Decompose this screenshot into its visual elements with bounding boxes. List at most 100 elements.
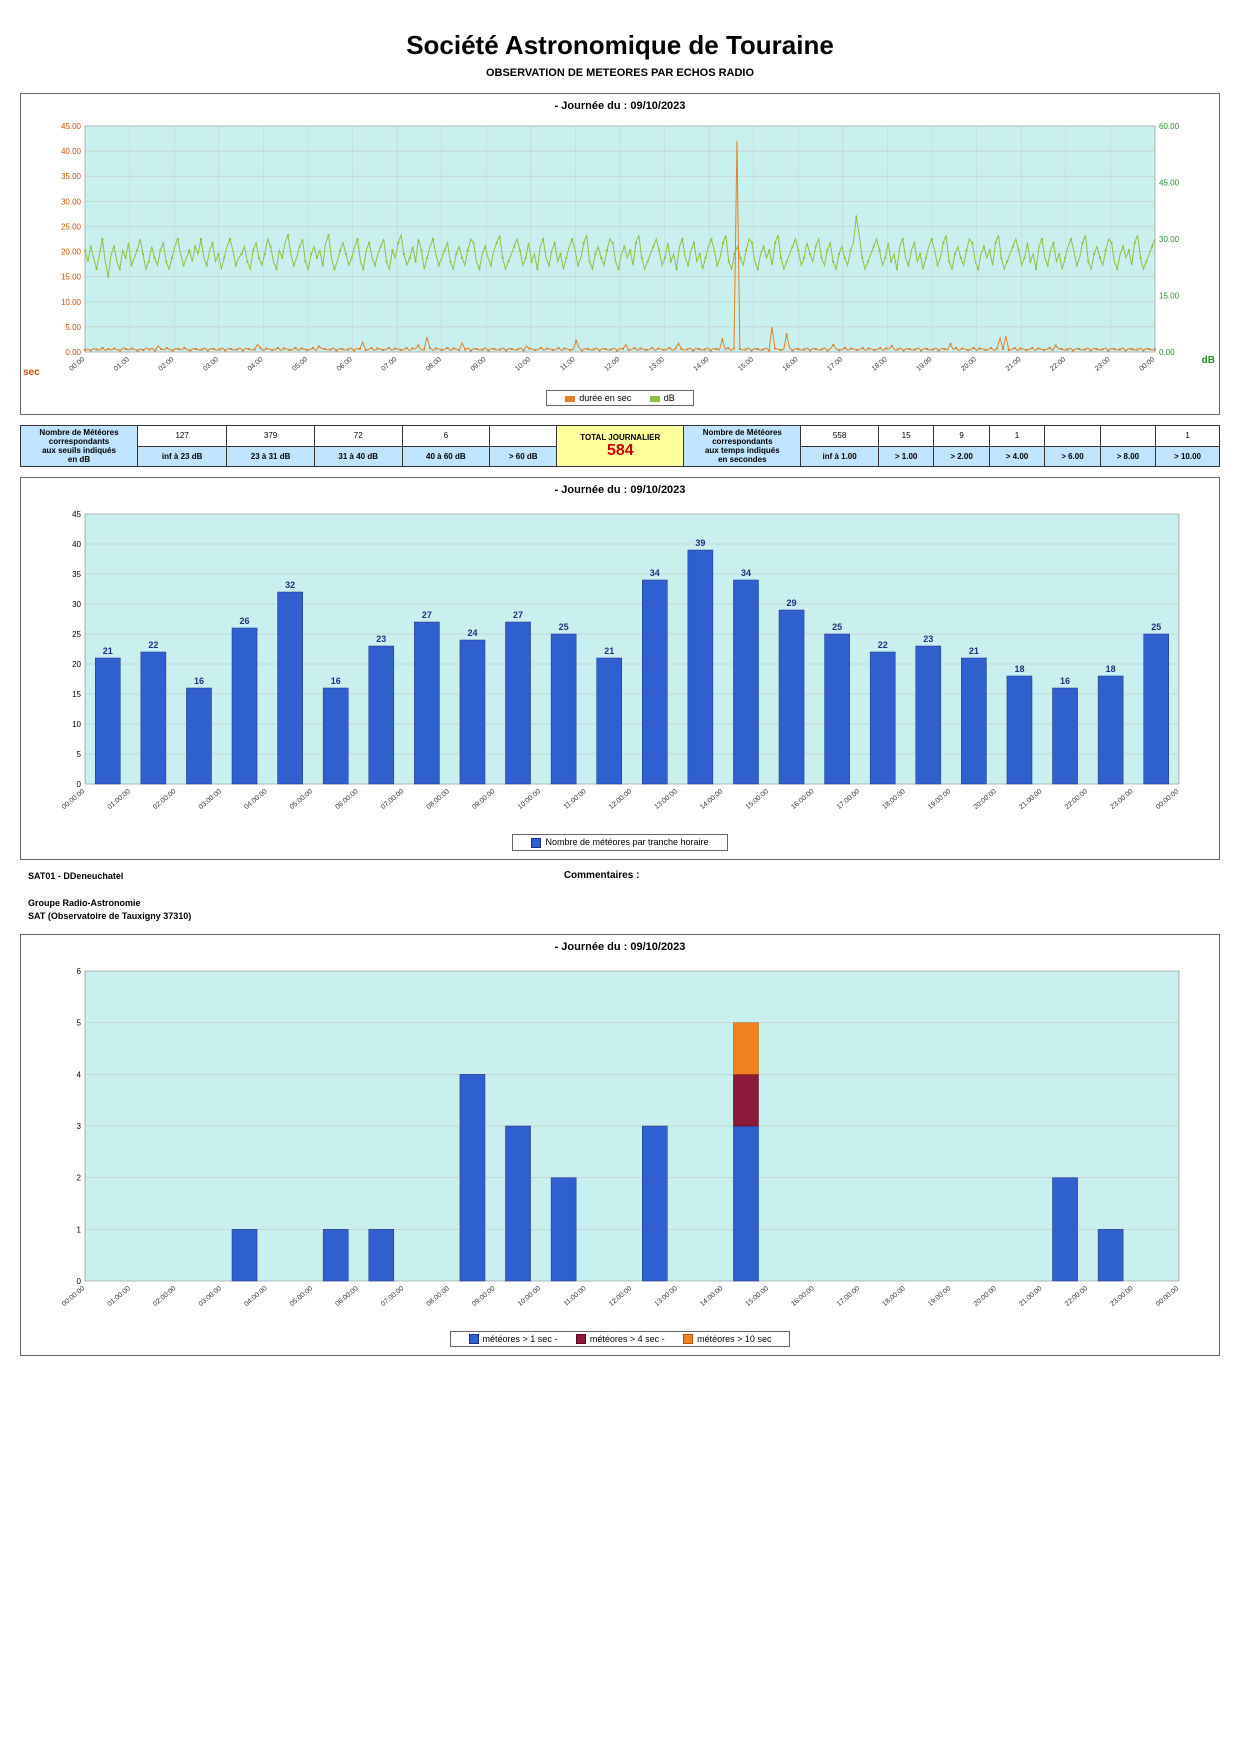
svg-text:00:00:00: 00:00:00: [1155, 788, 1180, 811]
svg-text:23:00:00: 23:00:00: [1109, 1285, 1134, 1308]
svg-text:25: 25: [1151, 622, 1161, 632]
svg-text:25: 25: [832, 622, 842, 632]
svg-text:45.00: 45.00: [61, 122, 82, 131]
svg-text:19:00:00: 19:00:00: [927, 788, 952, 811]
svg-text:04:00: 04:00: [247, 356, 265, 373]
svg-text:14:00:00: 14:00:00: [699, 788, 724, 811]
page-subtitle: OBSERVATION DE METEORES PAR ECHOS RADIO: [20, 67, 1220, 79]
svg-text:05:00:00: 05:00:00: [289, 788, 314, 811]
svg-text:0: 0: [77, 780, 82, 789]
svg-text:16: 16: [194, 676, 204, 686]
svg-text:22:00: 22:00: [1049, 356, 1067, 373]
db-lbl-3: 40 à 60 dB: [402, 446, 490, 467]
svg-text:20:00: 20:00: [960, 356, 978, 373]
svg-text:23:00: 23:00: [1094, 356, 1112, 373]
svg-text:11:00: 11:00: [559, 356, 577, 372]
svg-text:32: 32: [285, 580, 295, 590]
svg-text:23: 23: [923, 634, 933, 644]
svg-text:08:00: 08:00: [425, 356, 443, 373]
svg-text:5: 5: [77, 750, 82, 759]
svg-text:05:00: 05:00: [291, 356, 309, 373]
svg-text:02:00: 02:00: [158, 356, 176, 373]
sec-lbl-3: > 4.00: [989, 446, 1044, 467]
sec-lbl-2: > 2.00: [934, 446, 989, 467]
sec-val-5: [1100, 426, 1155, 447]
svg-text:22: 22: [148, 640, 158, 650]
svg-text:16: 16: [331, 676, 341, 686]
svg-text:20:00:00: 20:00:00: [973, 1285, 998, 1308]
svg-text:11:00:00: 11:00:00: [563, 788, 588, 811]
svg-text:0: 0: [77, 1277, 82, 1286]
svg-text:24: 24: [467, 628, 477, 638]
svg-text:18:00:00: 18:00:00: [881, 1285, 906, 1308]
svg-text:00:00:00: 00:00:00: [1155, 1285, 1180, 1308]
footer-left: SAT01 - DDeneuchatel Groupe Radio-Astron…: [28, 870, 191, 924]
svg-text:03:00: 03:00: [202, 356, 220, 373]
sec-lbl-5: > 8.00: [1100, 446, 1155, 467]
svg-text:40: 40: [72, 540, 81, 549]
svg-text:14:00:00: 14:00:00: [699, 1285, 724, 1308]
svg-text:35.00: 35.00: [61, 172, 82, 181]
svg-text:10:00:00: 10:00:00: [517, 788, 542, 811]
chart1-plot: sec dB 0.005.0010.0015.0020.0025.0030.00…: [51, 120, 1189, 380]
svg-text:16:00:00: 16:00:00: [790, 1285, 815, 1308]
svg-text:21:00: 21:00: [1005, 356, 1023, 373]
chart2-legend: Nombre de météores par tranche horaire: [21, 828, 1219, 859]
svg-text:15:00:00: 15:00:00: [745, 788, 770, 811]
sec-lbl-4: > 6.00: [1045, 446, 1100, 467]
svg-text:25: 25: [72, 630, 81, 639]
svg-text:20:00:00: 20:00:00: [973, 788, 998, 811]
chart3-frame: - Journée du : 09/10/2023 012345600:00:0…: [20, 934, 1220, 1357]
svg-text:21:00:00: 21:00:00: [1018, 1285, 1043, 1308]
total-cell: TOTAL JOURNALIER 584: [557, 426, 684, 467]
svg-text:17:00: 17:00: [826, 356, 844, 373]
chart2-frame: - Journée du : 09/10/2023 05101520253035…: [20, 477, 1220, 860]
svg-text:03:00:00: 03:00:00: [198, 788, 223, 811]
comments-label: Commentaires :: [564, 870, 640, 881]
svg-text:29: 29: [787, 598, 797, 608]
svg-text:22:00:00: 22:00:00: [1064, 788, 1089, 811]
svg-text:60.00: 60.00: [1159, 122, 1180, 131]
db-lbl-4: > 60 dB: [490, 446, 557, 467]
svg-text:12:00:00: 12:00:00: [608, 1285, 633, 1308]
svg-text:15.00: 15.00: [1159, 292, 1180, 301]
sec-lbl-6: > 10.00: [1156, 446, 1220, 467]
svg-text:13:00:00: 13:00:00: [653, 1285, 678, 1308]
svg-text:08:00:00: 08:00:00: [426, 1285, 451, 1308]
summary-left-header: Nombre de Météores correspondants aux se…: [21, 426, 138, 467]
svg-text:45: 45: [72, 510, 81, 519]
chart3-title: - Journée du : 09/10/2023: [21, 935, 1219, 957]
svg-text:5.00: 5.00: [65, 323, 81, 332]
svg-text:30: 30: [72, 600, 81, 609]
svg-text:01:00:00: 01:00:00: [106, 788, 131, 811]
svg-text:00:00: 00:00: [1138, 356, 1156, 373]
db-lbl-2: 31 à 40 dB: [314, 446, 402, 467]
db-val-2: 72: [314, 426, 402, 447]
svg-text:2: 2: [77, 1173, 82, 1182]
svg-text:10:00: 10:00: [514, 356, 532, 373]
svg-text:09:00: 09:00: [470, 356, 488, 373]
svg-text:39: 39: [695, 538, 705, 548]
svg-text:04:00:00: 04:00:00: [243, 1285, 268, 1308]
chart1-frame: - Journée du : 09/10/2023 sec dB 0.005.0…: [20, 93, 1220, 415]
chart3-legend: météores > 1 sec - météores > 4 sec - mé…: [21, 1325, 1219, 1356]
svg-text:08:00:00: 08:00:00: [426, 788, 451, 811]
svg-text:02:00:00: 02:00:00: [152, 788, 177, 811]
db-val-4: [490, 426, 557, 447]
svg-text:15:00:00: 15:00:00: [745, 1285, 770, 1308]
svg-text:27: 27: [422, 610, 432, 620]
svg-text:22: 22: [878, 640, 888, 650]
svg-text:16:00: 16:00: [782, 356, 800, 373]
svg-text:34: 34: [650, 568, 660, 578]
chart1-svg: 0.005.0010.0015.0020.0025.0030.0035.0040…: [51, 120, 1189, 380]
svg-text:15.00: 15.00: [61, 273, 82, 282]
svg-text:17:00:00: 17:00:00: [836, 788, 861, 811]
page-title: Société Astronomique de Touraine: [20, 30, 1220, 61]
svg-text:17:00:00: 17:00:00: [836, 1285, 861, 1308]
svg-text:06:00:00: 06:00:00: [334, 1285, 359, 1308]
svg-text:18: 18: [1014, 664, 1024, 674]
svg-text:09:00:00: 09:00:00: [471, 788, 496, 811]
svg-text:00:00: 00:00: [68, 356, 86, 373]
svg-text:21: 21: [103, 646, 113, 656]
svg-text:10:00:00: 10:00:00: [517, 1285, 542, 1308]
